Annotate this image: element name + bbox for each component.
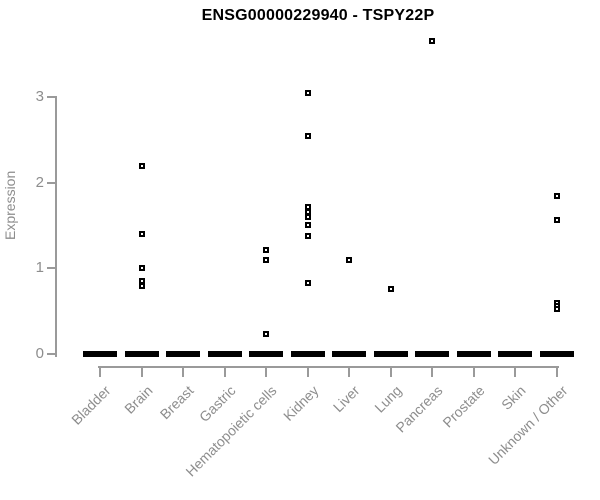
x-tick bbox=[389, 366, 392, 377]
zero-expression-dash bbox=[373, 351, 408, 357]
data-point bbox=[138, 231, 145, 238]
chart-title: ENSG00000229940 - TSPY22P bbox=[201, 7, 435, 24]
data-point bbox=[263, 247, 269, 254]
zero-expression-dash bbox=[332, 351, 366, 357]
y-tick bbox=[47, 95, 56, 98]
data-point bbox=[429, 38, 435, 45]
y-tick-label: 1 bbox=[35, 259, 44, 277]
data-point bbox=[263, 256, 269, 263]
data-point bbox=[553, 216, 560, 223]
data-point bbox=[304, 222, 311, 229]
data-point bbox=[553, 192, 560, 199]
zero-expression-dash bbox=[456, 351, 491, 357]
zero-expression-dash bbox=[166, 351, 200, 357]
x-tick bbox=[348, 366, 350, 377]
y-tick-label: 3 bbox=[35, 87, 44, 105]
x-tick bbox=[140, 366, 143, 377]
y-tick bbox=[47, 353, 56, 355]
x-tick bbox=[265, 366, 267, 377]
x-tick bbox=[223, 366, 226, 377]
zero-expression-dash bbox=[498, 351, 532, 357]
data-point bbox=[387, 285, 394, 292]
y-tick-label: 2 bbox=[35, 173, 44, 191]
y-axis-label: Expression bbox=[2, 170, 18, 240]
y-tick bbox=[47, 267, 56, 270]
y-tick-label: 0 bbox=[35, 345, 44, 362]
data-point bbox=[304, 279, 311, 286]
data-point bbox=[346, 256, 352, 263]
data-point bbox=[263, 331, 269, 338]
zero-expression-dash bbox=[539, 351, 574, 357]
zero-expression-dash bbox=[415, 351, 449, 357]
data-point bbox=[304, 208, 311, 215]
data-point bbox=[304, 203, 311, 210]
y-tick bbox=[47, 181, 56, 184]
x-tick bbox=[472, 366, 475, 377]
data-point bbox=[304, 89, 311, 96]
zero-expression-dash bbox=[207, 351, 242, 357]
data-point bbox=[138, 265, 145, 272]
data-point bbox=[304, 132, 311, 139]
data-point bbox=[553, 306, 560, 313]
y-axis-line bbox=[55, 96, 57, 357]
data-point bbox=[304, 213, 311, 220]
data-point bbox=[304, 232, 311, 239]
data-point bbox=[138, 283, 145, 290]
x-tick bbox=[431, 366, 433, 377]
x-tick bbox=[99, 366, 101, 377]
x-tick bbox=[555, 366, 558, 377]
data-point bbox=[138, 162, 145, 169]
zero-expression-dash bbox=[290, 351, 325, 357]
x-tick bbox=[182, 366, 184, 377]
x-tick bbox=[514, 366, 516, 377]
x-axis-line bbox=[98, 366, 559, 368]
zero-expression-dash bbox=[124, 351, 159, 357]
zero-expression-dash bbox=[83, 351, 117, 357]
data-point bbox=[138, 278, 145, 285]
zero-expression-dash bbox=[249, 351, 283, 357]
x-tick bbox=[306, 366, 309, 377]
